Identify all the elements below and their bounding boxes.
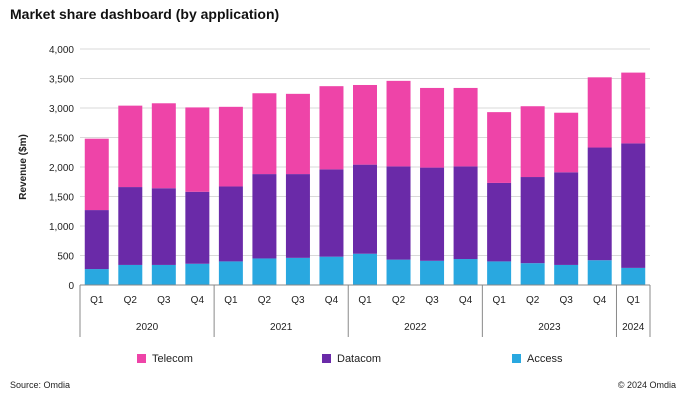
bar-datacom	[587, 147, 612, 261]
bar-datacom	[520, 177, 545, 264]
x-tick-label: Q3	[157, 295, 171, 306]
y-tick-label: 0	[68, 281, 74, 292]
bar-access	[554, 264, 579, 285]
x-tick-label: Q2	[526, 295, 540, 306]
bar-datacom	[420, 167, 445, 261]
bar-telecom	[420, 87, 445, 168]
x-axis: Q1 Q2 Q3 Q4 Q1 Q2 Q3 Q4 Q1 Q2 Q3 Q4 Q1 Q2 Q3 Q4 Q1 2020 20…	[79, 284, 651, 337]
bar-access	[185, 263, 210, 285]
legend-label-access: Access	[527, 353, 563, 365]
bar-access	[218, 261, 243, 285]
bar-telecom	[587, 77, 612, 148]
source-note: Source: Omdia	[10, 380, 71, 390]
bar-datacom	[185, 191, 210, 264]
bar-datacom	[319, 169, 344, 257]
bar-access	[84, 269, 109, 285]
x-tick-label: Q2	[392, 295, 406, 306]
bar-datacom	[252, 174, 277, 259]
bar-datacom	[386, 166, 411, 260]
bar-telecom	[285, 93, 310, 175]
x-group-label: 2024	[622, 322, 645, 333]
bar-access	[453, 259, 478, 285]
y-tick-label: 3,000	[49, 104, 74, 115]
bar-telecom	[621, 72, 646, 144]
legend-swatch-telecom	[137, 354, 146, 363]
x-tick-label: Q4	[325, 295, 339, 306]
bar-datacom	[554, 172, 579, 265]
bar-access	[353, 253, 377, 285]
legend-label-datacom: Datacom	[337, 353, 381, 365]
x-tick-label: Q1	[358, 295, 372, 306]
bar-datacom	[151, 188, 176, 265]
x-tick-label: Q1	[492, 295, 506, 306]
y-tick-label: 2,500	[49, 134, 74, 145]
y-tick-label: 2,000	[49, 163, 74, 174]
legend: Telecom Datacom Access	[137, 353, 563, 365]
bar-telecom	[353, 84, 377, 165]
bar-telecom	[84, 138, 109, 211]
x-tick-label: Q4	[593, 295, 607, 306]
y-tick-label: 500	[57, 252, 74, 263]
legend-swatch-datacom	[322, 354, 331, 363]
x-tick-label: Q3	[425, 295, 439, 306]
bar-datacom	[218, 186, 243, 262]
bar-datacom	[487, 182, 512, 262]
bar-access	[285, 257, 310, 285]
bar-datacom	[453, 166, 478, 260]
bar-telecom	[319, 86, 344, 170]
bar-datacom	[621, 143, 646, 268]
bar-datacom	[353, 164, 377, 254]
bar-access	[386, 259, 411, 285]
chart-title: Market share dashboard (by application)	[10, 6, 280, 22]
bar-datacom	[118, 187, 143, 265]
y-tick-label: 4,000	[49, 45, 74, 56]
bar-telecom	[252, 93, 277, 175]
x-tick-label: Q1	[90, 295, 104, 306]
y-tick-label: 1,000	[49, 222, 74, 233]
bar-telecom	[453, 87, 478, 167]
x-tick-label: Q3	[560, 295, 574, 306]
x-tick-label: Q3	[291, 295, 305, 306]
bar-access	[118, 264, 143, 285]
legend-label-telecom: Telecom	[152, 353, 193, 365]
x-group-label: 2020	[136, 322, 159, 333]
bar-telecom	[520, 106, 545, 178]
bar-access	[487, 261, 512, 285]
bar-telecom	[487, 112, 512, 183]
bar-telecom	[118, 105, 143, 188]
bar-access	[151, 264, 176, 285]
bar-access	[319, 256, 344, 285]
bar-access	[621, 267, 646, 285]
x-tick-label: Q1	[627, 295, 641, 306]
bar-access	[420, 260, 445, 285]
x-tick-label: Q4	[191, 295, 205, 306]
bar-telecom	[218, 106, 243, 187]
bar-telecom	[185, 107, 210, 192]
bar-access	[520, 263, 545, 285]
y-tick-label: 3,500	[49, 75, 74, 86]
x-tick-label: Q4	[459, 295, 473, 306]
x-tick-label: Q2	[124, 295, 138, 306]
copyright-note: © 2024 Omdia	[617, 380, 676, 390]
x-tick-label: Q2	[258, 295, 272, 306]
legend-swatch-access	[512, 354, 521, 363]
bar-telecom	[151, 103, 176, 189]
x-group-label: 2023	[538, 322, 561, 333]
bar-datacom	[84, 210, 109, 270]
bar-access	[252, 258, 277, 285]
x-group-label: 2022	[404, 322, 427, 333]
bar-telecom	[554, 112, 579, 173]
y-axis-label: Revenue ($m)	[18, 134, 29, 200]
y-axis: 0 500 1,000 1,500 2,000 2,500 3,000 3,500 4,000	[49, 45, 74, 292]
bar-datacom	[285, 174, 310, 258]
x-group-label: 2021	[270, 322, 293, 333]
y-tick-label: 1,500	[49, 193, 74, 204]
x-tick-label: Q1	[224, 295, 238, 306]
bar-telecom	[386, 80, 411, 167]
bars	[84, 72, 646, 285]
bar-access	[587, 260, 612, 285]
